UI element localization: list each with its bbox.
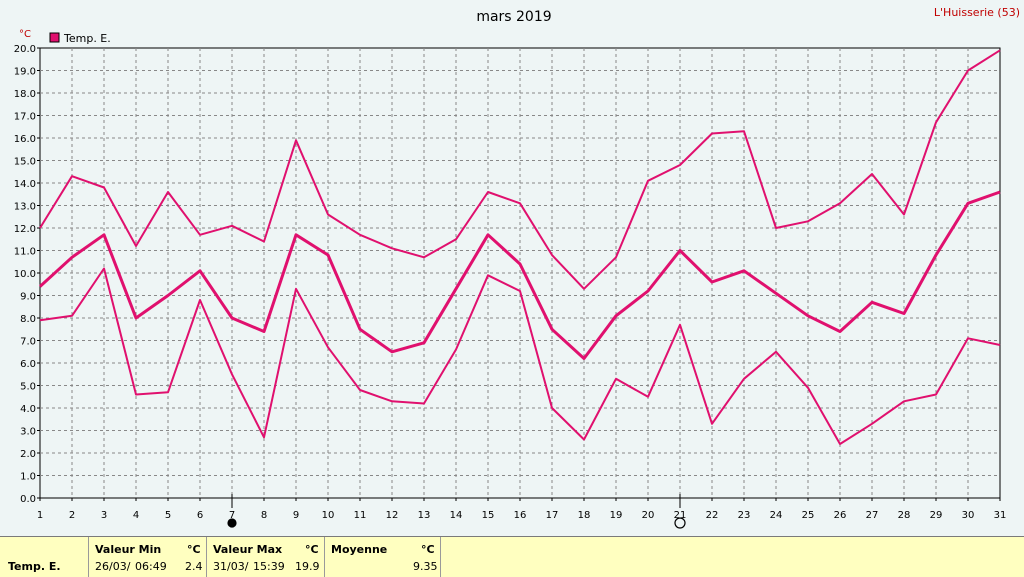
legend-swatch — [49, 32, 60, 43]
x-tick-label: 29 — [930, 510, 943, 521]
footer-mean-cell: Moyenne °C 9.35 — [324, 537, 441, 577]
x-tick-label: 10 — [322, 510, 335, 521]
max-time: 15:39 — [253, 560, 285, 573]
y-tick-label: 18.0 — [14, 89, 36, 100]
min-unit: °C — [187, 543, 201, 556]
y-tick-label: 5.0 — [20, 382, 36, 393]
mean-temperature-line — [38, 190, 1001, 360]
y-tick-label: 11.0 — [14, 247, 36, 258]
x-tick-label: 16 — [514, 510, 527, 521]
axes: 0.01.02.03.04.05.06.07.08.09.010.011.012… — [14, 44, 1007, 521]
footer-row-label: Temp. E. — [8, 560, 61, 573]
x-tick-label: 9 — [293, 510, 299, 521]
y-tick-label: 10.0 — [14, 269, 36, 280]
chart: mars 2019 L'Huisserie (53) °C Temp. E. 0… — [14, 6, 1020, 529]
max-date: 31/03/ — [213, 560, 249, 573]
footer-end-divider — [440, 537, 441, 577]
x-tick-label: 30 — [962, 510, 975, 521]
y-tick-label: 9.0 — [20, 292, 36, 303]
x-tick-label: 13 — [418, 510, 431, 521]
full-moon-icon — [674, 517, 686, 529]
x-tick-label: 23 — [738, 510, 751, 521]
y-tick-label: 16.0 — [14, 134, 36, 145]
legend-label: Temp. E. — [63, 32, 111, 45]
new-moon-icon — [227, 518, 237, 528]
y-unit-label: °C — [19, 29, 31, 40]
station-label: L'Huisserie (53) — [934, 6, 1020, 19]
y-tick-label: 17.0 — [14, 112, 36, 123]
x-tick-label: 27 — [866, 510, 879, 521]
max-value: 19.9 — [295, 560, 320, 573]
min-value: 2.4 — [185, 560, 203, 573]
mean-title: Moyenne — [331, 543, 388, 556]
x-tick-label: 22 — [706, 510, 719, 521]
x-tick-label: 2 — [69, 510, 75, 521]
y-tick-label: 15.0 — [14, 157, 36, 168]
y-tick-label: 19.0 — [14, 67, 36, 78]
x-tick-label: 15 — [482, 510, 495, 521]
x-tick-label: 8 — [261, 510, 267, 521]
footer-min-cell: Valeur Min °C 26/03/ 06:49 2.4 — [88, 537, 207, 577]
mean-value: 9.35 — [413, 560, 438, 573]
min-temperature-line — [39, 267, 1001, 445]
x-tick-label: 14 — [450, 510, 463, 521]
moon-markers — [227, 494, 686, 529]
x-tick-label: 6 — [197, 510, 203, 521]
x-tick-label: 31 — [994, 510, 1007, 521]
x-tick-label: 5 — [165, 510, 171, 521]
y-tick-label: 0.0 — [20, 494, 36, 505]
x-tick-label: 18 — [578, 510, 591, 521]
x-tick-label: 25 — [802, 510, 815, 521]
y-tick-label: 14.0 — [14, 179, 36, 190]
x-tick-label: 3 — [101, 510, 107, 521]
y-tick-label: 1.0 — [20, 472, 36, 483]
min-date: 26/03/ — [95, 560, 131, 573]
x-tick-label: 7 — [229, 510, 235, 521]
y-tick-label: 8.0 — [20, 314, 36, 325]
y-tick-label: 12.0 — [14, 224, 36, 235]
x-tick-label: 28 — [898, 510, 911, 521]
x-tick-label: 24 — [770, 510, 783, 521]
max-unit: °C — [305, 543, 319, 556]
y-tick-label: 3.0 — [20, 427, 36, 438]
x-tick-label: 26 — [834, 510, 847, 521]
y-tick-label: 13.0 — [14, 202, 36, 213]
x-tick-label: 1 — [37, 510, 43, 521]
max-temperature-line — [39, 49, 1001, 290]
x-tick-label: 19 — [610, 510, 623, 521]
y-tick-label: 2.0 — [20, 449, 36, 460]
x-tick-label: 11 — [354, 510, 367, 521]
y-tick-label: 7.0 — [20, 337, 36, 348]
x-tick-label: 17 — [546, 510, 559, 521]
max-title: Valeur Max — [213, 543, 283, 556]
x-tick-label: 12 — [386, 510, 399, 521]
mean-unit: °C — [421, 543, 435, 556]
x-tick-label: 21 — [674, 510, 687, 521]
x-tick-label: 20 — [642, 510, 655, 521]
footer-label-cell: Temp. E. — [0, 537, 88, 577]
x-tick-label: 4 — [133, 510, 139, 521]
series-lines — [38, 49, 1001, 445]
y-tick-label: 20.0 — [14, 44, 36, 55]
stats-footer: Temp. E. Valeur Min °C 26/03/ 06:49 2.4 … — [0, 536, 1024, 577]
min-time: 06:49 — [135, 560, 167, 573]
footer-max-cell: Valeur Max °C 31/03/ 15:39 19.9 — [206, 537, 325, 577]
grid — [40, 48, 1000, 498]
min-title: Valeur Min — [95, 543, 162, 556]
y-tick-label: 6.0 — [20, 359, 36, 370]
y-tick-label: 4.0 — [20, 404, 36, 415]
chart-title: mars 2019 — [476, 9, 551, 25]
